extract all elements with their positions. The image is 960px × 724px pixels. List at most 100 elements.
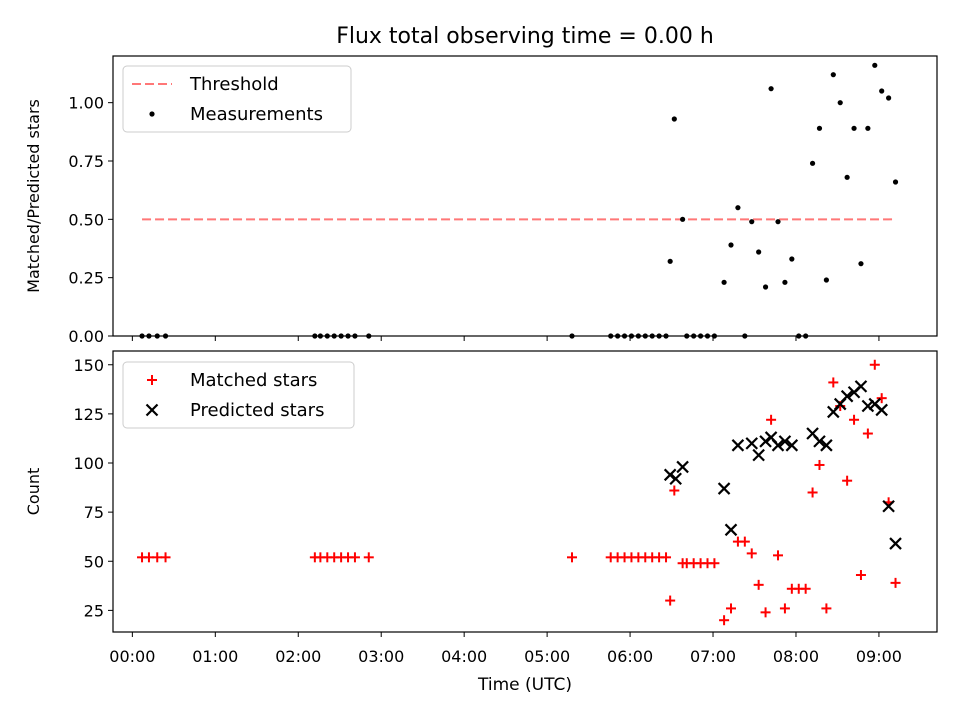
measurement-point — [803, 333, 809, 339]
measurement-point — [312, 333, 318, 339]
cross-b — [676, 460, 689, 474]
y-tick-label: 1.00 — [68, 94, 104, 113]
measurement-point — [844, 174, 850, 180]
x-tick-label: 08:00 — [773, 647, 819, 666]
bottom-panel: 25 50 75 100 125 150 00:00 01:00 02:00 03:00 04:00… — [24, 350, 938, 695]
cross-b — [778, 435, 792, 448]
measurement-point — [139, 333, 145, 339]
matched-star-point — [760, 607, 771, 618]
measurement-point — [663, 333, 669, 339]
measurement-point — [649, 333, 655, 339]
matched-star-point — [828, 377, 839, 388]
matched-star-point — [739, 536, 750, 547]
matched-star-point — [719, 615, 730, 626]
predicted-star-point — [731, 439, 745, 452]
x-tick-label: 03:00 — [358, 647, 404, 666]
y-tick-label: 50 — [84, 552, 104, 571]
measurement-point — [366, 333, 372, 339]
predicted-star-point — [676, 460, 689, 474]
y-tick-label: 0.75 — [68, 152, 104, 171]
matched-star-point — [753, 579, 764, 590]
cross-b — [752, 448, 765, 462]
matched-star-point — [661, 552, 672, 563]
matched-star-point — [869, 359, 880, 370]
matched-star-point — [800, 583, 811, 594]
x-axis-label: Time (UTC) — [477, 675, 572, 695]
x-tick-label: 05:00 — [524, 647, 570, 666]
x-tick-label: 02:00 — [275, 647, 321, 666]
measurement-point — [711, 333, 718, 339]
cross-b — [889, 537, 902, 550]
measurement-point — [162, 333, 169, 339]
predicted-star-point — [785, 439, 799, 452]
matched-star-point — [746, 548, 757, 559]
cross-b — [882, 499, 895, 513]
measurement-point — [154, 333, 160, 339]
measurement-point — [331, 333, 337, 339]
predicted-star-point — [820, 439, 833, 452]
predicted-star-point — [882, 499, 895, 513]
legend-measurements-label: Measurements — [190, 104, 323, 125]
y-tick-label: 100 — [73, 454, 104, 473]
matched-star-point — [849, 414, 860, 425]
matched-star-point — [842, 475, 853, 486]
measurement-point — [338, 333, 344, 339]
matched-star-point — [160, 552, 171, 563]
x-tick-label: 04:00 — [441, 647, 487, 666]
measurement-point — [837, 100, 843, 106]
measurement-point — [892, 179, 899, 185]
measurement-point — [749, 219, 755, 225]
predicted-star-point — [759, 435, 772, 448]
matched-star-point — [876, 393, 887, 404]
matched-star-point — [773, 550, 784, 561]
legend-predicted-swatch — [145, 403, 159, 417]
measurement-point — [768, 86, 774, 92]
cross-b — [764, 431, 778, 444]
measurement-point — [775, 219, 781, 225]
cross-b — [724, 523, 738, 537]
measurement-point — [830, 72, 836, 78]
predicted-star-point — [717, 482, 731, 495]
measurement-point — [789, 256, 795, 262]
legend-threshold-label: Threshold — [189, 74, 279, 95]
measurement-point — [671, 116, 677, 122]
matched-star-point — [665, 595, 676, 606]
cross-b — [820, 439, 833, 452]
measurement-point — [742, 333, 748, 339]
matched-star-point — [363, 552, 374, 563]
legend-matched-swatch — [147, 375, 157, 385]
measurement-point — [684, 333, 690, 339]
predicted-star-point — [771, 439, 785, 452]
y-axis-label: Matched/Predicted stars — [24, 99, 43, 293]
cross-b — [663, 468, 677, 482]
measurement-point — [858, 261, 864, 267]
cross-b — [731, 439, 745, 452]
measurement-point — [324, 333, 330, 339]
cross-b — [759, 435, 772, 448]
measurement-point — [756, 249, 762, 255]
cross-b — [785, 439, 799, 452]
cross-b — [145, 403, 159, 417]
measurement-point — [317, 333, 323, 339]
top-legend: Threshold Measurements — [122, 65, 352, 133]
measurement-point — [621, 333, 628, 339]
measurement-point — [816, 125, 823, 131]
measurement-point — [886, 95, 892, 101]
measurement-point — [680, 216, 686, 222]
measurement-point — [691, 333, 697, 339]
legend-measurements-swatch — [149, 111, 155, 117]
y-tick-label: 75 — [84, 503, 104, 522]
y-tick-label: 0.25 — [68, 269, 104, 288]
predicted-star-point — [889, 537, 902, 550]
bottom-legend: Matched stars Predicted stars — [122, 361, 355, 429]
measurement-point — [667, 258, 673, 264]
measurement-point — [635, 333, 641, 339]
measurement-point — [352, 333, 358, 339]
measurement-point — [809, 160, 816, 166]
cross-b — [806, 427, 819, 440]
measurement-point — [879, 88, 885, 94]
predicted-star-point — [663, 468, 677, 482]
measurement-point — [146, 333, 152, 339]
legend-frame — [122, 361, 355, 429]
top-panel: 0.00 0.25 0.50 0.75 1.00 Matched/Predicted st… — [24, 55, 938, 346]
